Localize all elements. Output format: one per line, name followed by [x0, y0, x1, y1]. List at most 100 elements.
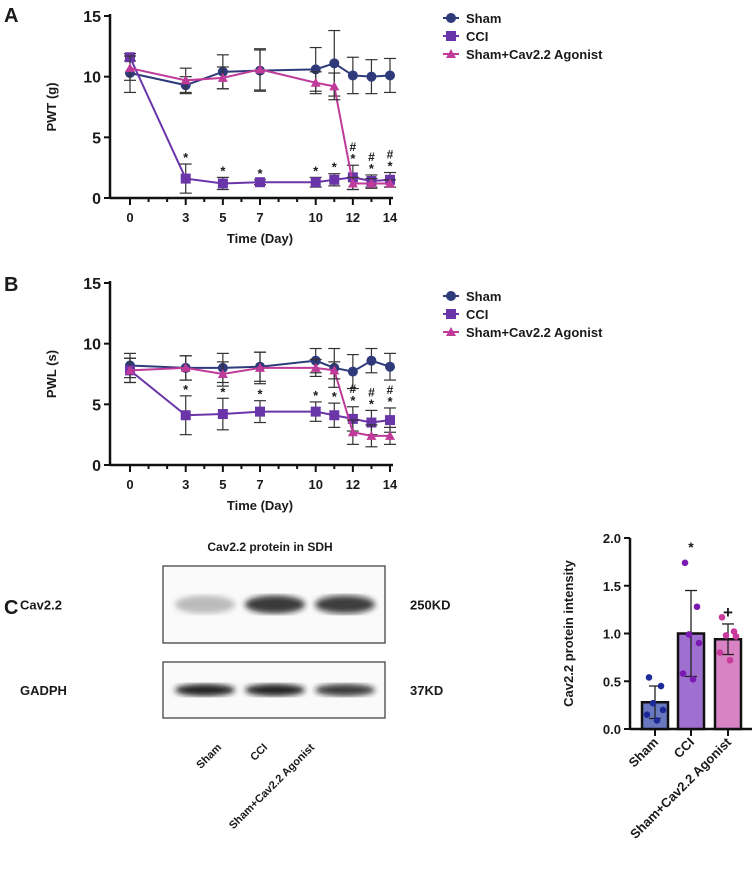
data-point [255, 406, 265, 417]
data-point [716, 649, 724, 656]
significance-hash: # [350, 140, 357, 154]
blot-band [245, 595, 305, 614]
significance-star: * [369, 161, 375, 176]
data-point [645, 674, 653, 681]
significance-star: * [369, 396, 375, 411]
data-point [366, 71, 377, 82]
legend-marker [446, 49, 456, 58]
significance-star: * [387, 159, 393, 174]
significance-star: * [257, 387, 263, 402]
y-tick-label: 2.0 [603, 531, 621, 546]
blot-band [315, 684, 375, 696]
data-point [255, 362, 265, 372]
significance-star: * [183, 382, 189, 397]
blot-band [175, 595, 235, 614]
chart-pwt: 0 5 10 15 0 3 5 7 10 12 14 Time (Day) PWT (g) Sham CCI… [44, 9, 603, 246]
significance-hash: # [387, 148, 394, 162]
data-point [643, 711, 651, 718]
data-point [255, 64, 265, 74]
x-tick-label: 10 [308, 210, 322, 225]
data-point [385, 178, 395, 188]
data-point [217, 178, 228, 189]
panel-label-b: B [4, 274, 18, 296]
y-tick-label: 15 [83, 276, 101, 293]
y-tick-label: 10 [83, 70, 101, 87]
blot-row-label: Cav2.2 [20, 598, 62, 613]
blot-size-label: 37KD [410, 683, 443, 698]
lane-label: Sham [194, 741, 224, 771]
data-point [347, 178, 358, 188]
significance-hash: # [350, 382, 357, 396]
chart-pwl: 0 5 10 15 0 3 5 7 10 12 14 Time (Day) PWL (s) Sham CCI… [44, 276, 603, 513]
data-point [180, 173, 191, 184]
data-point [347, 413, 358, 424]
data-point [718, 613, 726, 621]
data-point [217, 72, 228, 82]
significance-star: * [350, 393, 356, 408]
data-point [310, 177, 321, 188]
significance-star: * [350, 151, 356, 166]
data-point [255, 177, 265, 188]
x-tick-label: 7 [256, 210, 263, 225]
legend-marker [446, 13, 456, 23]
y-tick-label: 0 [92, 191, 101, 208]
significance-star: * [332, 389, 338, 404]
data-point [385, 361, 395, 372]
legend-marker [446, 31, 456, 41]
data-point [217, 409, 228, 420]
significance-star: * [332, 160, 338, 175]
significance-star: * [220, 163, 226, 178]
significance-mark: + [723, 603, 733, 622]
significance-star: * [387, 394, 393, 409]
data-point [385, 70, 395, 81]
data-point [693, 603, 701, 611]
chart-cav22-intensity: 0.0 0.5 1.0 1.5 2.0 Cav2.2 protein intensity S… [561, 531, 752, 842]
y-tick-label: 1.5 [603, 579, 621, 594]
data-point [649, 699, 657, 707]
legend-marker [446, 291, 456, 301]
x-axis-title: Time (Day) [227, 231, 293, 246]
data-point [125, 63, 135, 73]
data-point [310, 406, 321, 417]
x-tick-label: 3 [182, 477, 189, 492]
data-point [732, 633, 740, 640]
significance-star: * [313, 388, 319, 403]
lane-label: CCI [248, 742, 270, 764]
legend-label: Sham+Cav2.2 Agonist [466, 47, 603, 62]
x-tick-label: 7 [256, 477, 263, 492]
significance-star: * [183, 150, 189, 165]
x-tick-label: 12 [346, 210, 360, 225]
significance-star: * [220, 384, 226, 399]
x-tick-label: 0 [126, 477, 133, 492]
panel-label-c: C [4, 597, 18, 619]
x-tick-label: 0 [126, 210, 133, 225]
data-point [329, 365, 340, 375]
data-point [180, 362, 191, 372]
data-point [125, 365, 135, 375]
significance-hash: # [387, 383, 394, 397]
y-tick-label: 0.0 [603, 722, 621, 737]
x-tick-label: 10 [308, 477, 322, 492]
western-blot: Cav2.2 protein in SDH Cav2.2 250KD GADPH 37K… [20, 540, 450, 832]
data-point [657, 682, 665, 690]
data-point [366, 430, 377, 440]
y-tick-label: 15 [83, 9, 101, 26]
data-point [695, 639, 703, 647]
significance-star: * [257, 166, 263, 181]
y-tick-label: 0 [92, 458, 101, 475]
significance-star: * [313, 163, 319, 178]
y-tick-label: 10 [83, 337, 101, 354]
data-point [329, 174, 340, 185]
significance-hash: # [368, 150, 375, 164]
data-point [385, 415, 395, 426]
data-point [329, 81, 340, 91]
y-tick-label: 1.0 [603, 627, 621, 642]
y-axis-title: Cav2.2 protein intensity [561, 559, 576, 706]
data-point [385, 430, 395, 440]
data-point [347, 366, 358, 377]
data-point [180, 410, 191, 421]
data-point [329, 410, 340, 421]
y-tick-label: 5 [92, 397, 101, 414]
blot-band [315, 595, 375, 614]
